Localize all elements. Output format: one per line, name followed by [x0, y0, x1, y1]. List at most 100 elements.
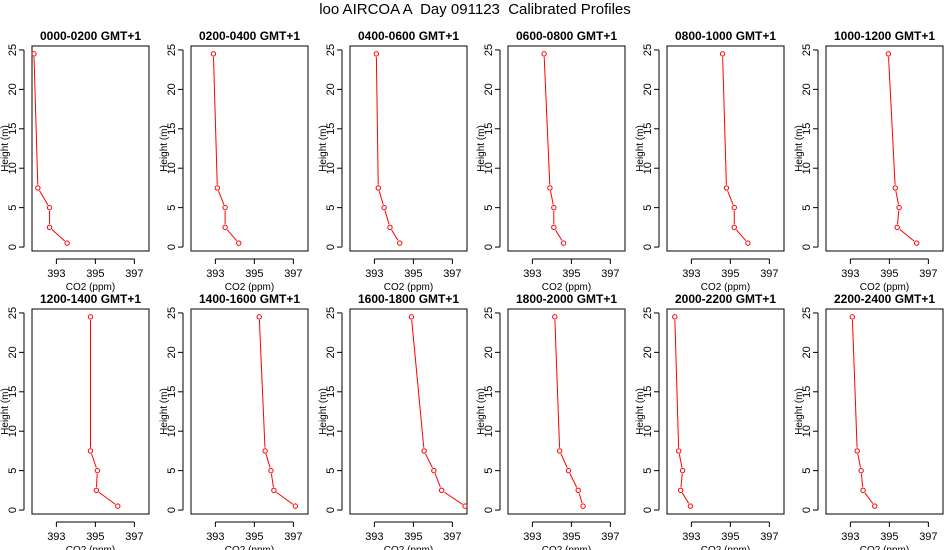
panel-2: 0200-0400 GMT+1 0 5 10 15 20 25 393 395 397 CO2 (p… — [159, 29, 309, 293]
profile-segment — [896, 210, 900, 225]
y-tick-label: 10 — [801, 162, 813, 174]
plot-box — [825, 45, 944, 252]
y-tick-label: 0 — [642, 507, 654, 513]
data-point — [431, 467, 437, 474]
data-point — [87, 448, 94, 454]
profile-segment — [727, 190, 734, 205]
y-tick-label: 25 — [801, 307, 813, 319]
data-point — [679, 467, 686, 474]
x-tick-label: 393 — [206, 531, 224, 543]
x-tick-label: 397 — [125, 531, 143, 543]
x-axis-label: CO2 (ppm) — [860, 545, 909, 550]
data-point — [896, 204, 902, 211]
y-axis-label: Height (m) — [159, 125, 170, 172]
data-point — [210, 51, 217, 57]
data-point — [552, 314, 558, 320]
y-tick-label: 5 — [483, 468, 495, 474]
data-point — [731, 204, 737, 211]
y-axis-label: Height (m) — [0, 125, 11, 172]
data-point — [677, 487, 684, 494]
y-tick-label: 0 — [166, 507, 178, 513]
x-tick-label: 393 — [841, 268, 859, 280]
y-axis-label: Height (m) — [635, 125, 646, 172]
profile-segment — [213, 57, 218, 185]
y-tick-label: 15 — [325, 386, 337, 398]
profile-segment — [680, 473, 683, 488]
x-tick-label: 393 — [523, 268, 541, 280]
y-tick-label: 15 — [7, 123, 19, 135]
plot-box — [825, 308, 944, 515]
x-tick-label: 397 — [760, 531, 778, 543]
y-axis-label: Height (m) — [159, 388, 170, 435]
x-tick-label: 393 — [841, 531, 859, 543]
x-tick-label: 395 — [721, 268, 739, 280]
profile-segment — [98, 491, 116, 505]
y-axis-label: Height (m) — [794, 125, 805, 172]
plot-box — [349, 45, 468, 252]
x-tick-label: 393 — [47, 531, 65, 543]
profile-segment — [678, 453, 683, 468]
profile-segment — [270, 473, 274, 488]
y-tick-label: 25 — [325, 44, 337, 56]
data-point — [35, 185, 41, 191]
profile-segment — [33, 57, 39, 185]
profile-segment — [384, 210, 390, 225]
y-tick-label: 15 — [483, 386, 495, 398]
data-point — [31, 51, 37, 57]
profile-segment — [91, 453, 97, 468]
y-tick-label: 20 — [7, 346, 19, 358]
y-tick-label: 20 — [166, 83, 178, 95]
y-tick-label: 0 — [325, 244, 337, 250]
data-point — [94, 467, 101, 474]
data-point — [676, 448, 682, 454]
data-point — [222, 204, 228, 211]
y-tick-label: 0 — [642, 244, 654, 250]
x-tick-label: 397 — [284, 268, 302, 280]
data-point — [872, 503, 878, 509]
data-point — [292, 503, 299, 509]
y-tick-label: 0 — [325, 507, 337, 513]
data-point — [892, 185, 898, 191]
profile-segment — [560, 453, 568, 468]
data-point — [256, 314, 262, 320]
x-tick-label: 397 — [601, 531, 619, 543]
y-tick-label: 10 — [483, 425, 495, 437]
x-tick-label: 397 — [443, 531, 461, 543]
panel-title: 0400-0600 GMT+1 — [358, 29, 459, 43]
y-tick-label: 10 — [166, 425, 178, 437]
y-tick-label: 20 — [325, 83, 337, 95]
panel-1: 0000-0200 GMT+1 0 5 10 15 20 25 393 395 397 CO2 (p… — [0, 29, 150, 293]
x-tick-label: 395 — [86, 531, 104, 543]
data-point — [93, 487, 100, 494]
x-tick-label: 397 — [601, 268, 619, 280]
panel-title: 1200-1400 GMT+1 — [40, 292, 141, 306]
data-point — [560, 240, 567, 246]
y-axis-label: Height (m) — [476, 125, 487, 172]
data-point — [672, 314, 678, 320]
y-tick-label: 5 — [166, 468, 178, 474]
y-tick-label: 10 — [7, 162, 19, 174]
data-point — [87, 314, 94, 320]
data-point — [408, 314, 415, 320]
x-tick-label: 393 — [206, 268, 224, 280]
y-tick-label: 15 — [801, 386, 813, 398]
plot-box — [666, 308, 785, 515]
y-tick-label: 25 — [483, 44, 495, 56]
y-tick-label: 20 — [801, 83, 813, 95]
y-tick-label: 0 — [483, 507, 495, 513]
y-tick-label: 20 — [7, 83, 19, 95]
profile-segment — [378, 190, 384, 205]
data-point — [745, 240, 751, 246]
panel-title: 1000-1200 GMT+1 — [834, 29, 935, 43]
panel-title: 1800-2000 GMT+1 — [516, 292, 617, 306]
panel-7: 1200-1400 GMT+1 0 5 10 15 20 25 393 395 397 CO2 (p… — [0, 292, 150, 550]
y-tick-label: 20 — [801, 346, 813, 358]
data-point — [687, 503, 694, 509]
data-point — [262, 448, 268, 454]
profile-segment — [735, 229, 747, 242]
y-tick-label: 5 — [7, 468, 19, 474]
y-tick-label: 5 — [166, 205, 178, 211]
data-point — [373, 51, 380, 57]
data-point — [723, 185, 730, 191]
x-axis-label: CO2 (ppm) — [66, 545, 115, 550]
